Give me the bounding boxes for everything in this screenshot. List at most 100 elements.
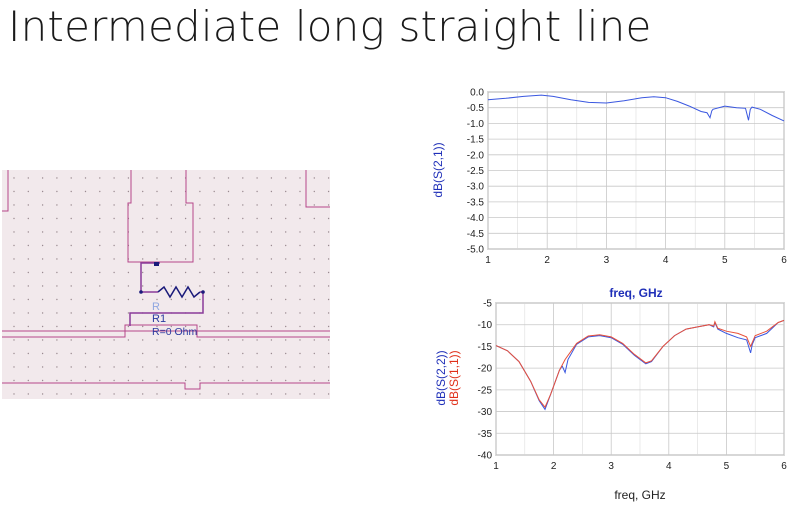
grid-dot — [213, 298, 215, 301]
grid-dot — [256, 325, 258, 328]
grid-dot — [227, 339, 230, 341]
grid-dot — [270, 312, 273, 314]
grid-dot — [27, 204, 29, 206]
grid-dot — [270, 393, 273, 395]
grid-dot — [142, 285, 144, 287]
grid-dot — [199, 352, 201, 355]
grid-dot — [142, 244, 144, 247]
grid-dot — [41, 177, 44, 179]
grid-dot — [242, 325, 244, 328]
grid-dot — [99, 258, 101, 260]
grid-dot — [142, 217, 144, 220]
grid-dot — [256, 379, 258, 382]
grid-dot — [27, 312, 29, 314]
grid-dot — [56, 244, 58, 247]
grid-dot — [299, 217, 301, 220]
grid-dot — [270, 325, 273, 328]
grid-dot — [313, 312, 315, 314]
grid-dot — [84, 177, 87, 179]
grid-dot — [13, 177, 15, 179]
grid-dot — [213, 325, 215, 328]
grid-dot — [199, 298, 201, 301]
grid-dot — [142, 379, 144, 382]
grid-dot — [84, 217, 87, 220]
grid-dot — [213, 312, 215, 314]
grid-dot — [156, 217, 158, 220]
grid-dot — [184, 285, 187, 287]
x-axis-label: freq, GHz — [609, 286, 662, 300]
grid-dot — [242, 339, 244, 341]
grid-dot — [56, 271, 58, 274]
grid-dot — [113, 244, 115, 247]
component-prefix: R — [152, 301, 160, 313]
grid-dot — [242, 217, 244, 220]
grid-dot — [256, 217, 258, 220]
x-tick-label: 6 — [781, 461, 787, 472]
grid-dot — [70, 352, 72, 355]
grid-dot — [256, 231, 258, 233]
grid-dot — [113, 352, 115, 355]
grid-dot — [199, 339, 201, 341]
grid-dot — [84, 285, 87, 287]
grid-dot — [256, 339, 258, 341]
grid-dot — [113, 271, 115, 274]
grid-dot — [227, 379, 230, 382]
grid-dot — [127, 298, 130, 301]
grid-dot — [170, 217, 172, 220]
grid-dot — [327, 231, 330, 233]
grid-dot — [213, 271, 215, 274]
grid-dot — [327, 217, 330, 220]
grid-dot — [327, 325, 330, 328]
grid-dot — [27, 298, 29, 301]
grid-dot — [313, 244, 315, 247]
grid-dot — [184, 298, 187, 301]
grid-dot — [84, 231, 87, 233]
y-tick-label: -10 — [478, 320, 493, 331]
grid-dot — [285, 298, 287, 301]
grid-dot — [13, 339, 15, 341]
grid-dot — [113, 312, 115, 314]
grid-dot — [285, 352, 287, 355]
grid-dot — [242, 231, 244, 233]
grid-dot — [84, 204, 87, 206]
grid-dot — [213, 217, 215, 220]
grid-dot — [199, 244, 201, 247]
grid-dot — [56, 217, 58, 220]
x-tick-label: 2 — [551, 461, 557, 472]
grid-dot — [156, 325, 158, 328]
grid-dot — [142, 204, 144, 206]
grid-dot — [184, 379, 187, 382]
layout-outline — [2, 170, 330, 390]
grid-dot — [313, 393, 315, 395]
grid-dot — [127, 379, 130, 382]
grid-dot — [41, 352, 44, 355]
resistor-r1[interactable] — [129, 262, 205, 326]
grid-dot — [256, 393, 258, 395]
grid-dot — [313, 190, 315, 193]
grid-dot — [13, 258, 15, 260]
grid-dot — [56, 231, 58, 233]
grid-dot — [56, 190, 58, 193]
grid-dot — [27, 271, 29, 274]
grid-dot — [27, 393, 29, 395]
grid-dot — [242, 393, 244, 395]
x-tick-label: 6 — [781, 255, 787, 266]
grid-dot — [127, 352, 130, 355]
grid-dot — [242, 312, 244, 314]
grid-dot — [256, 204, 258, 206]
grid-dot — [299, 298, 301, 301]
grid-dots — [13, 177, 330, 395]
grid-dot — [70, 231, 72, 233]
grid-dot — [313, 204, 315, 206]
grid-dot — [242, 285, 244, 287]
x-tick-label: 2 — [544, 255, 550, 266]
grid-dot — [99, 204, 101, 206]
series-line-dbs21 — [487, 94, 785, 122]
grid-dot — [199, 217, 201, 220]
grid-dot — [84, 312, 87, 314]
grid-dot — [213, 379, 215, 382]
grid-dot — [41, 190, 44, 193]
